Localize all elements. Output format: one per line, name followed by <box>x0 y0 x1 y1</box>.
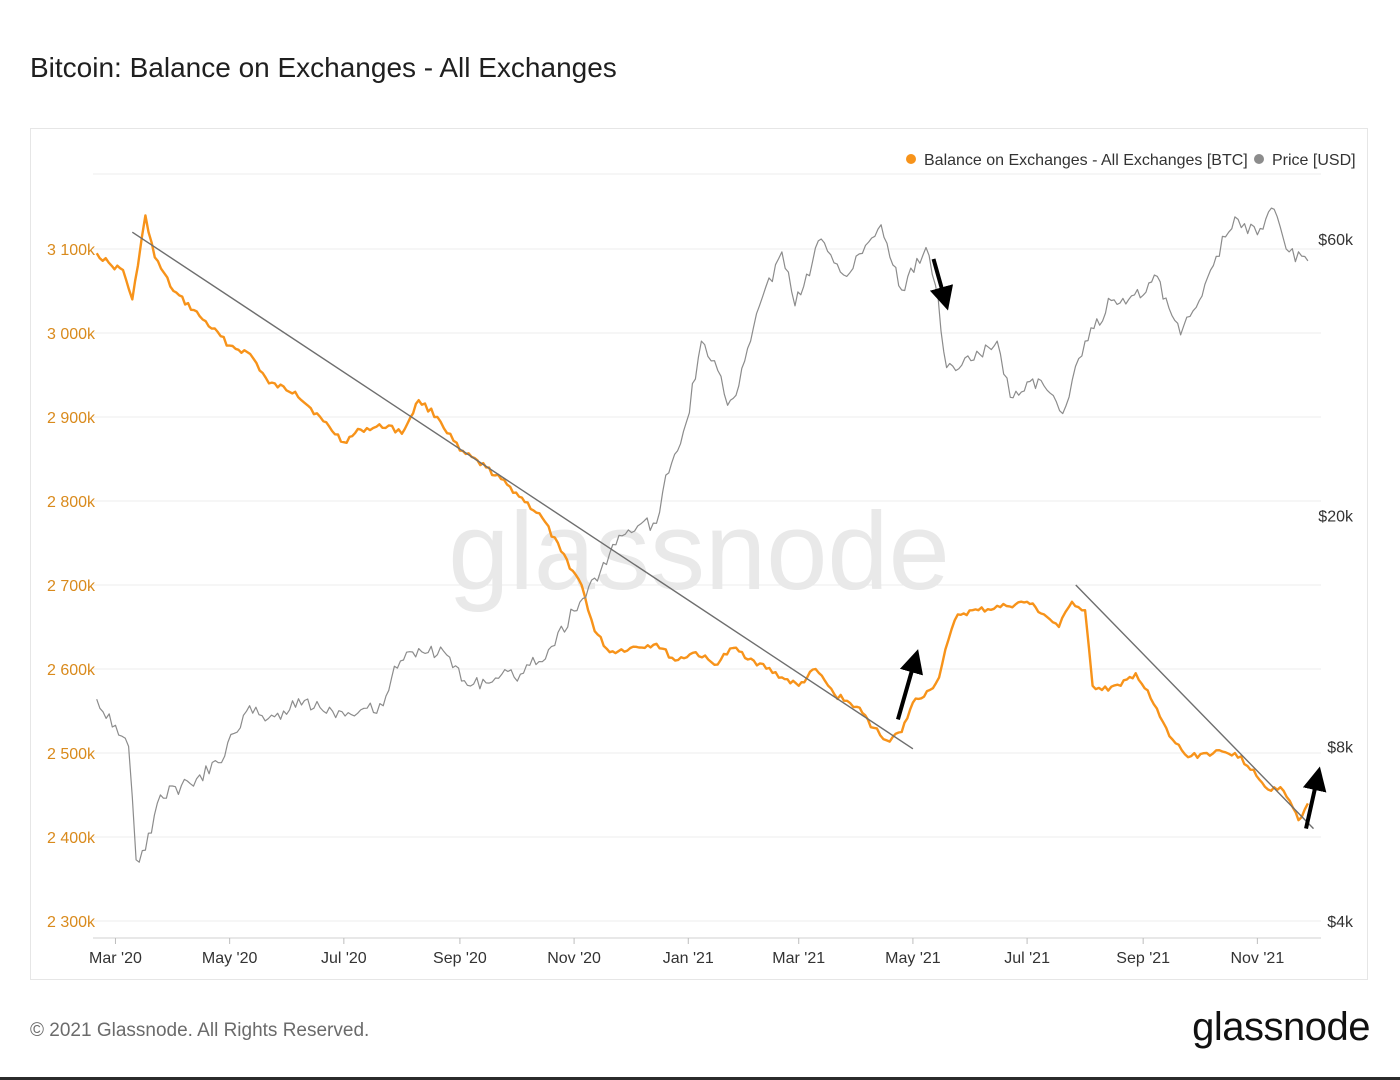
annotation-arrow <box>896 649 924 720</box>
left-tick-label: 2 700k <box>47 578 96 595</box>
watermark-text: glassnode <box>448 490 950 613</box>
right-tick-label: $8k <box>1327 739 1354 756</box>
chart-svg: glassnode Balance on Exchanges - All Exc… <box>47 152 1356 967</box>
x-tick-label: Jul '21 <box>1004 950 1050 967</box>
left-tick-label: 2 300k <box>47 914 96 931</box>
x-tick-label: Mar '20 <box>89 950 142 967</box>
series-lines <box>95 207 1309 863</box>
left-tick-label: 2 500k <box>47 746 96 763</box>
legend: Balance on Exchanges - All Exchanges [BT… <box>906 152 1356 169</box>
annotation-arrows <box>896 258 1327 830</box>
left-tick-label: 3 100k <box>47 242 96 259</box>
balance-series-line <box>95 214 1309 822</box>
legend-label: Balance on Exchanges - All Exchanges [BT… <box>924 152 1248 169</box>
trendline <box>1075 584 1315 830</box>
trendline <box>131 231 914 750</box>
annotation-arrow <box>929 258 954 311</box>
glassnode-logo: glassnode <box>1192 1005 1370 1049</box>
price-series-line <box>96 207 1309 863</box>
legend-marker <box>906 154 916 164</box>
x-tick-label: Nov '20 <box>547 950 601 967</box>
x-tick-label: Jul '20 <box>321 950 367 967</box>
right-tick-label: $4k <box>1327 914 1354 931</box>
right-tick-label: $20k <box>1318 509 1354 526</box>
x-tick-label: May '20 <box>202 950 258 967</box>
x-tick-label: Jan '21 <box>663 950 714 967</box>
left-tick-label: 2 400k <box>47 830 96 847</box>
x-tick-label: Sep '21 <box>1116 950 1170 967</box>
copyright-text: © 2021 Glassnode. All Rights Reserved. <box>30 1020 370 1041</box>
x-tick-label: Nov '21 <box>1230 950 1284 967</box>
left-tick-label: 2 600k <box>47 662 96 679</box>
right-tick-label: $60k <box>1318 232 1354 249</box>
x-tick-label: Mar '21 <box>772 950 825 967</box>
chart-card: glassnode Balance on Exchanges - All Exc… <box>30 128 1368 980</box>
left-axis-ticks: 3 100k 3 000k 2 900k 2 800k 2 700k 2 600k 2 50… <box>47 242 96 931</box>
x-tick-label: May '21 <box>885 950 941 967</box>
left-tick-label: 2 900k <box>47 410 96 427</box>
right-axis-ticks: $60k $20k $8k $4k <box>1318 232 1354 931</box>
left-tick-label: 3 000k <box>47 326 96 343</box>
trendlines <box>131 231 1315 830</box>
page-title: Bitcoin: Balance on Exchanges - All Exch… <box>30 52 617 83</box>
left-tick-label: 2 800k <box>47 494 96 511</box>
legend-label: Price [USD] <box>1272 152 1356 169</box>
x-tick-label: Sep '20 <box>433 950 487 967</box>
x-axis-ticks: Mar '20 May '20 Jul '20 Sep '20 Nov '20 Jan '… <box>89 937 1321 967</box>
legend-marker <box>1254 154 1264 164</box>
gridlines <box>93 173 1321 922</box>
annotation-arrow <box>1302 766 1327 830</box>
bottom-divider <box>0 1077 1400 1080</box>
